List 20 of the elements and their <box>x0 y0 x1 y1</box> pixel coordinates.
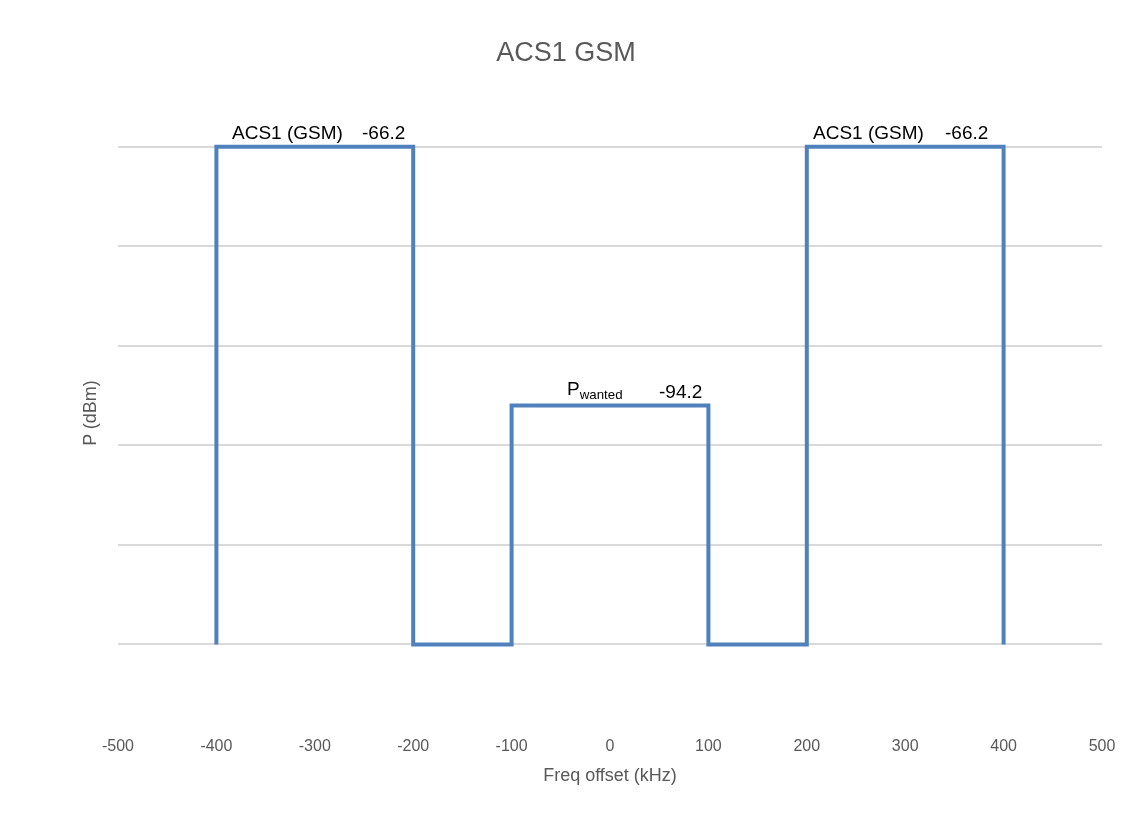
y-axis-title: P (dBm) <box>80 380 101 446</box>
x-tick-label: -400 <box>200 737 233 754</box>
x-tick-label: 300 <box>891 737 919 754</box>
x-tick-label: 100 <box>695 737 722 754</box>
annotation: -66.2 <box>362 122 406 143</box>
x-tick-label: 500 <box>1088 737 1116 754</box>
x-axis-title: Freq offset (kHz) <box>543 765 677 786</box>
annotation: -66.2 <box>945 122 989 143</box>
x-tick-label: -200 <box>397 737 430 754</box>
x-tick-label: 0 <box>605 737 615 754</box>
annotation: -94.2 <box>659 381 703 402</box>
x-tick-label: -500 <box>101 737 135 754</box>
annotation: ACS1 (GSM) <box>232 122 343 143</box>
x-tick-label: -100 <box>495 737 528 754</box>
annotation: P$_{wanted}$ <box>567 378 623 402</box>
x-tick-label: -300 <box>298 737 331 754</box>
chart-title: ACS1 GSM <box>496 36 636 67</box>
annotation: ACS1 (GSM) <box>813 122 924 143</box>
x-tick-label: 200 <box>793 737 821 754</box>
x-tick-label: 400 <box>990 737 1018 754</box>
